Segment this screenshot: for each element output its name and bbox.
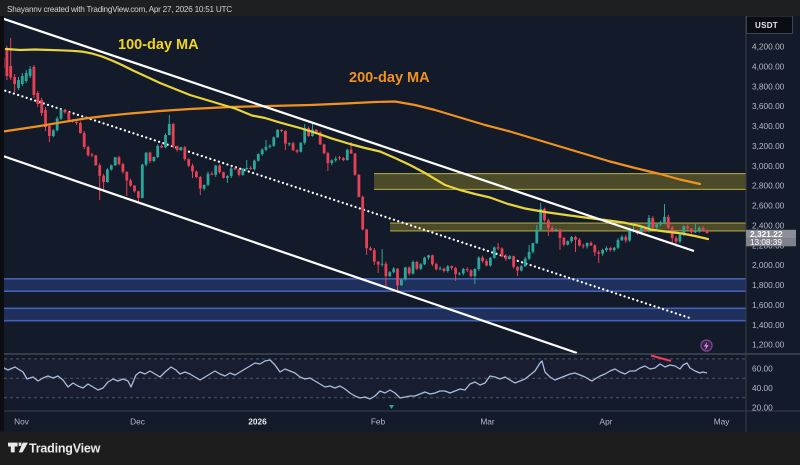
svg-text:1,200.00: 1,200.00 (752, 340, 785, 350)
svg-text:3,200.00: 3,200.00 (752, 141, 785, 151)
svg-text:3,600.00: 3,600.00 (752, 101, 785, 111)
svg-text:Dec: Dec (130, 417, 145, 427)
svg-text:1,600.00: 1,600.00 (752, 300, 785, 310)
svg-text:13:08:39: 13:08:39 (750, 238, 782, 247)
svg-text:3,000.00: 3,000.00 (752, 161, 785, 171)
svg-text:Feb: Feb (371, 417, 386, 427)
svg-text:2,800.00: 2,800.00 (752, 181, 785, 191)
svg-text:2026: 2026 (248, 417, 267, 427)
svg-text:2,321.22: 2,321.22 (750, 229, 783, 239)
svg-text:60.00: 60.00 (752, 364, 773, 374)
svg-text:100-day MA: 100-day MA (118, 37, 199, 53)
svg-text:Mar: Mar (480, 417, 495, 427)
svg-text:4,200.00: 4,200.00 (752, 42, 785, 52)
svg-text:3,400.00: 3,400.00 (752, 121, 785, 131)
svg-text:200-day MA: 200-day MA (349, 70, 430, 86)
svg-text:1,800.00: 1,800.00 (752, 280, 785, 290)
svg-text:4,000.00: 4,000.00 (752, 62, 785, 72)
svg-text:1,400.00: 1,400.00 (752, 320, 785, 330)
svg-text:USDT: USDT (755, 21, 778, 30)
svg-text:Apr: Apr (600, 417, 613, 427)
svg-text:May: May (714, 417, 731, 427)
svg-text:40.00: 40.00 (752, 383, 773, 393)
svg-text:20.00: 20.00 (752, 402, 773, 412)
svg-text:Nov: Nov (14, 417, 30, 427)
svg-text:TradingView: TradingView (29, 441, 101, 455)
svg-text:2,600.00: 2,600.00 (752, 201, 785, 211)
svg-text:3,800.00: 3,800.00 (752, 81, 785, 91)
svg-text:Shayannv created with TradingV: Shayannv created with TradingView.com, A… (7, 5, 232, 14)
svg-text:2,400.00: 2,400.00 (752, 221, 785, 231)
svg-text:2,000.00: 2,000.00 (752, 260, 785, 270)
